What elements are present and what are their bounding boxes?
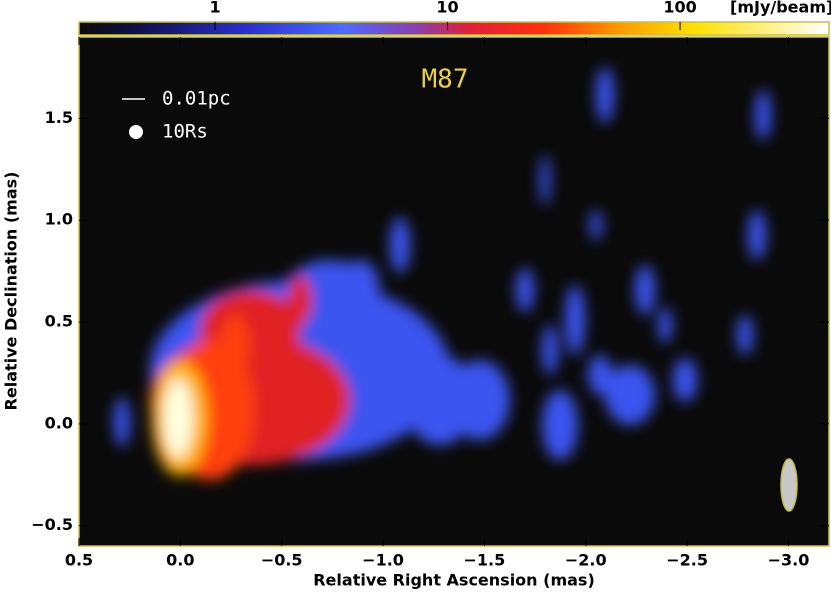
beam: [780, 458, 798, 512]
colorbar-tick-label: 100: [663, 0, 696, 17]
x-tick-label: −2.0: [565, 551, 607, 570]
colorbar-label: [mJy/beam]: [730, 0, 831, 17]
x-tick-label: 0.5: [65, 551, 93, 570]
x-tick-label: 0.0: [166, 551, 194, 570]
y-axis-label: Relative Declination (mas): [2, 172, 21, 411]
y-tick-label: −0.5: [31, 515, 73, 534]
annotation: 10Rs: [162, 121, 208, 143]
x-tick-label: −3.0: [768, 551, 810, 570]
y-tick-label: 1.5: [45, 108, 73, 127]
y-tick-label: 1.0: [45, 210, 73, 229]
size-marker: [129, 125, 143, 139]
x-tick-label: −0.5: [261, 551, 303, 570]
colorbar-tick-label: 1: [209, 0, 220, 17]
chart-title: M87: [422, 65, 469, 95]
plot-frame: [78, 36, 830, 547]
x-tick-label: −2.5: [666, 551, 708, 570]
x-tick-label: −1.5: [464, 551, 506, 570]
x-axis-label: Relative Right Ascension (mas): [313, 571, 595, 590]
x-tick-label: −1.0: [362, 551, 404, 570]
colorbar-tick-label: 10: [436, 0, 458, 17]
colorbar: [78, 21, 830, 36]
annotation: 0.01pc: [162, 88, 231, 110]
y-tick-label: 0.5: [45, 312, 73, 331]
y-tick-label: 0.0: [45, 413, 73, 432]
jet-image: [114, 67, 771, 480]
